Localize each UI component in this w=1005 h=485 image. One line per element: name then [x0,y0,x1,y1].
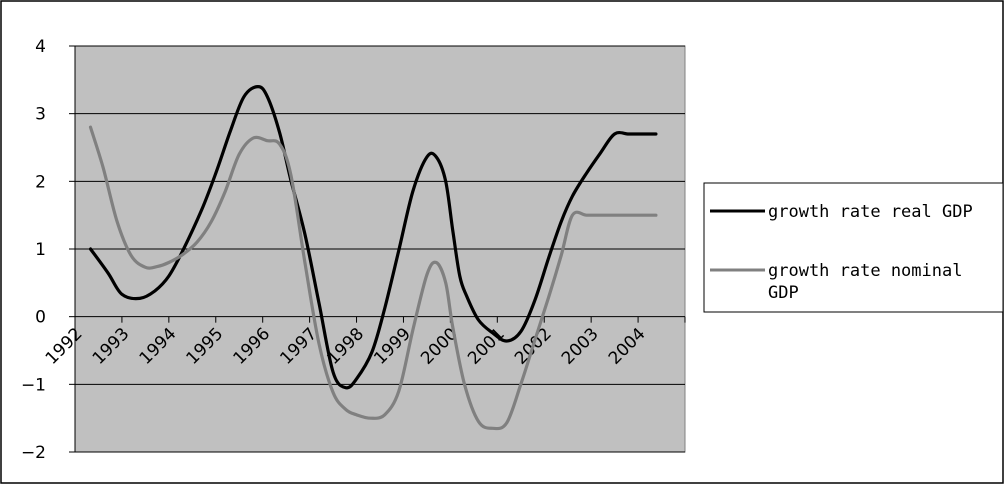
legend-label-nominal-gdp: growth rate nominal GDP [768,261,962,303]
legend-label-line: growth rate nominal [768,261,962,281]
gridlines [75,45,685,453]
legend-label-real-gdp: growth rate real GDP [768,202,973,222]
legend: growth rate real GDP growth rate nominal… [703,182,1004,313]
series-line-real-gdp [88,85,658,390]
y-tick-label: −2 [21,443,46,463]
y-tick-label: 1 [35,240,46,260]
y-tick-label: 2 [35,172,46,192]
y-tick-label: 4 [35,37,46,57]
legend-label-line: GDP [768,283,799,303]
y-tick-label: 3 [35,105,46,125]
series-line-nominal-gdp [88,125,658,431]
y-tick-label: −1 [21,375,46,395]
legend-box [703,182,1004,313]
series-lines [88,85,658,431]
y-tick-label: 0 [35,308,46,328]
